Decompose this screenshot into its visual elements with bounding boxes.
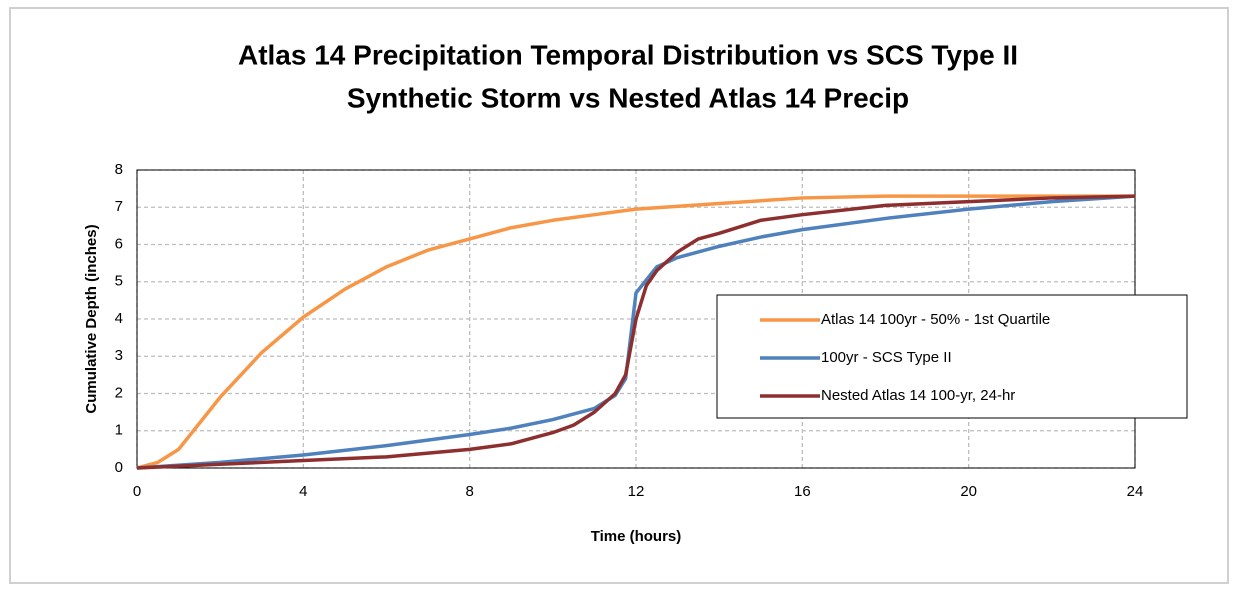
y-tick-label: 7: [115, 198, 123, 215]
legend-label: 100yr - SCS Type II: [821, 349, 952, 366]
series-line: [136, 194, 1136, 470]
series-line: [136, 194, 1136, 470]
y-tick-label: 1: [115, 422, 123, 439]
x-tick-label: 4: [299, 483, 307, 500]
y-tick-label: 4: [115, 310, 123, 327]
x-tick-label: 0: [133, 483, 141, 500]
y-tick-label: 5: [115, 273, 123, 290]
y-tick-label: 3: [115, 347, 123, 364]
series-line: [136, 194, 1135, 470]
legend-label: Atlas 14 100yr - 50% - 1st Quartile: [821, 311, 1050, 328]
chart-subtitle: Synthetic Storm vs Nested Atlas 14 Preci…: [347, 82, 909, 113]
y-tick-label: 0: [115, 459, 123, 476]
x-tick-label: 12: [628, 483, 645, 500]
y-tick-label: 2: [115, 384, 123, 401]
y-axis-title: Cumulative Depth (inches): [83, 224, 100, 413]
x-tick-label: 16: [794, 483, 811, 500]
y-tick-label: 6: [115, 235, 123, 252]
chart-title: Atlas 14 Precipitation Temporal Distribu…: [238, 39, 1018, 70]
legend-label: Nested Atlas 14 100-yr, 24-hr: [821, 387, 1015, 404]
y-tick-label: 8: [115, 161, 123, 178]
x-axis-title: Time (hours): [591, 528, 682, 545]
x-tick-label: 8: [465, 483, 473, 500]
x-tick-label: 20: [960, 483, 977, 500]
x-tick-label: 24: [1127, 483, 1144, 500]
